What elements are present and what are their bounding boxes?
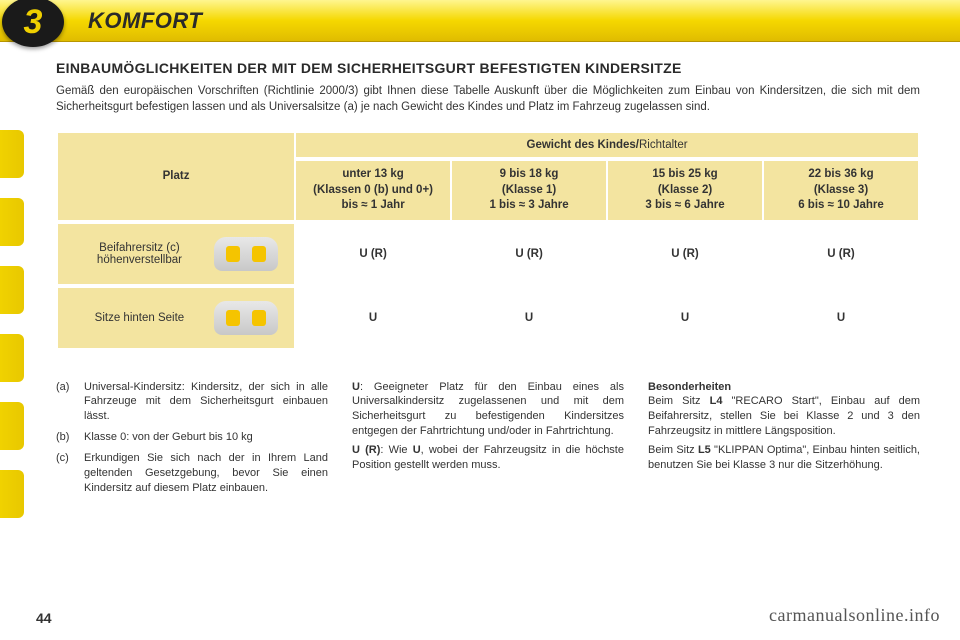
page-content: EINBAUMÖGLICHKEITEN DER MIT DEM SICHERHE… [0,42,960,511]
note-ur: U (R): Wie U, wobei der Fahrzeugsitz in … [352,443,624,473]
col-l2: (Klasse 3) [814,184,868,196]
chapter-number: 3 [24,3,43,42]
col-l2: (Klasse 1) [502,184,556,196]
row-label-text: Sitze hinten Seite [74,312,204,324]
notes-col-2: U: Geeigneter Platz für den Einbau eines… [352,380,624,502]
th-weight-bold: Gewicht des Kindes/ [527,139,639,151]
note-u-label: U [352,381,360,393]
table-row: Sitze hinten Seite U U U U [58,288,918,348]
row-label-text: Beifahrersitz (c) höhenverstellbar [74,242,204,266]
col-l3: 3 bis ≈ 6 Jahre [645,199,724,211]
p2a: Beim Sitz [648,444,698,456]
cell: U [452,288,606,348]
intro-text: Gemäß den europäischen Vorschriften (Ric… [56,84,920,115]
note-text: Klasse 0: von der Geburt bis 10 kg [84,430,328,445]
chapter-header: 3 KOMFORT [0,0,960,42]
note-c: (c) Erkundigen Sie sich nach der in Ihre… [56,451,328,496]
note-text: Universal-Kindersitz: Kindersitz, der si… [84,380,328,425]
notes-col-3: Besonderheiten Beim Sitz L4 "RECARO Star… [648,380,920,502]
p2bold: L5 [698,444,711,456]
car-seats-icon [214,237,278,271]
chapter-title: KOMFORT [88,8,202,34]
side-tabs [0,130,24,538]
th-col-2: 15 bis 25 kg (Klasse 2) 3 bis ≈ 6 Jahre [608,161,762,220]
cell: U [296,288,450,348]
note-tag: (c) [56,451,84,496]
note-special-1: Beim Sitz L4 "RECARO Start", Einbau auf … [648,394,920,439]
col-l2: (Klassen 0 (b) und 0+) [313,184,433,196]
note-ur-text: : Wie [380,444,412,456]
car-seats-icon [214,301,278,335]
side-tab [0,198,24,246]
note-u: U: Geeigneter Platz für den Einbau eines… [352,380,624,439]
cell: U (R) [296,224,450,284]
th-weight: Gewicht des Kindes/Richtalter [296,133,918,157]
side-tab [0,130,24,178]
row-label-1: Sitze hinten Seite [58,288,294,348]
note-special-2: Beim Sitz L5 "KLIPPAN Optima", Einbau hi… [648,443,920,473]
row-label-0: Beifahrersitz (c) höhenverstellbar [58,224,294,284]
side-tab [0,470,24,518]
note-b: (b) Klasse 0: von der Geburt bis 10 kg [56,430,328,445]
note-u-text: : Geeigneter Platz für den Einbau eines … [352,381,624,438]
note-tag: (a) [56,380,84,425]
th-weight-light: Richtalter [639,139,688,151]
note-tag: (b) [56,430,84,445]
side-tab [0,402,24,450]
th-col-0: unter 13 kg (Klassen 0 (b) und 0+) bis ≈… [296,161,450,220]
note-ur-u: U [413,444,421,456]
notes-col-1: (a) Universal-Kindersitz: Kindersitz, de… [56,380,328,502]
note-special-title: Besonderheiten [648,380,920,395]
cell: U [764,288,918,348]
watermark: carmanualsonline.info [769,605,940,626]
note-a: (a) Universal-Kindersitz: Kindersitz, de… [56,380,328,425]
section-title: EINBAUMÖGLICHKEITEN DER MIT DEM SICHERHE… [56,60,920,76]
col-bold: unter 13 kg [342,168,403,180]
note-text: Erkundigen Sie sich nach der in Ihrem La… [84,451,328,496]
seat-table: Platz Gewicht des Kindes/Richtalter unte… [56,129,920,352]
col-l3: 6 bis ≈ 10 Jahre [798,199,884,211]
p1a: Beim Sitz [648,395,710,407]
col-l2: (Klasse 2) [658,184,712,196]
cell: U (R) [764,224,918,284]
notes: (a) Universal-Kindersitz: Kindersitz, de… [56,380,920,502]
cell: U [608,288,762,348]
note-ur-label: U (R) [352,444,380,456]
col-l3: bis ≈ 1 Jahr [341,199,404,211]
col-l3: 1 bis ≈ 3 Jahre [489,199,568,211]
th-col-3: 22 bis 36 kg (Klasse 3) 6 bis ≈ 10 Jahre [764,161,918,220]
cell: U (R) [452,224,606,284]
col-bold: 22 bis 36 kg [808,168,873,180]
th-platz: Platz [58,133,294,220]
page-number: 44 [36,610,52,626]
side-tab [0,266,24,314]
cell: U (R) [608,224,762,284]
col-bold: 15 bis 25 kg [652,168,717,180]
p1bold: L4 [710,395,723,407]
side-tab [0,334,24,382]
special-title: Besonderheiten [648,381,731,393]
table-row: Beifahrersitz (c) höhenverstellbar U (R)… [58,224,918,284]
th-col-1: 9 bis 18 kg (Klasse 1) 1 bis ≈ 3 Jahre [452,161,606,220]
col-bold: 9 bis 18 kg [500,168,559,180]
chapter-badge: 3 [2,0,64,47]
